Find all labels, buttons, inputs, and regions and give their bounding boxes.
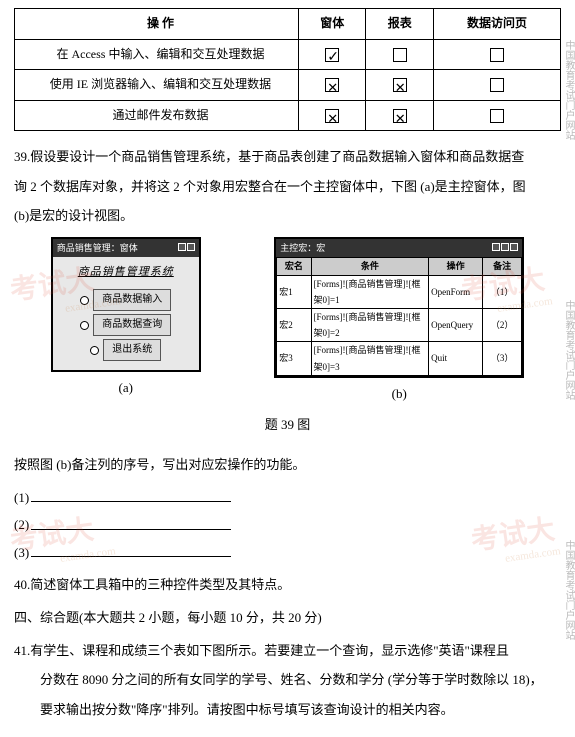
figb-titlebar-text: 主控宏：宏 [280,240,325,256]
macro-cell: （2） [483,309,522,342]
q41-line1: 有学生、课程和成绩三个表如下图所示。若要建立一个查询，显示选修"英语"课程且 [30,643,509,658]
table-header-row: 操 作 窗体 报表 数据访问页 [15,9,561,40]
table-cell-op: 使用 IE 浏览器输入、编辑和交互处理数据 [15,70,299,101]
macro-cell: OpenForm [429,275,483,308]
macro-cell: [Forms]![商品销售管理]![框架0]=1 [311,275,429,308]
q41-line2: 分数在 8090 分之间的所有女同学的学号、姓名、分数和学分 (学分等于学时数除… [40,666,561,693]
radio-icon [80,321,89,330]
macro-cell: （1） [483,275,522,308]
figa-btn3: 退出系统 [103,339,161,361]
figure-a: 商品销售管理：窗体 商品销售管理系统 商品数据输入 商品数据查询 退出系统 (a… [51,237,201,399]
window-buttons-icon [177,240,195,256]
table-header-form: 窗体 [298,9,366,40]
macro-h-act: 操作 [429,258,483,275]
q39-text1: 假设要设计一个商品销售管理系统，基于商品表创建了商品数据输入窗体和商品数据查 [30,149,524,164]
q39-prompt: 按照图 (b)备注列的序号，写出对应宏操作的功能。 [14,451,561,478]
figa-heading: 商品销售管理系统 [59,263,193,283]
macro-table: 宏名 条件 操作 备注 宏1 [Forms]![商品销售管理]![框架0]=1 … [276,257,522,375]
figa-titlebar-text: 商品销售管理：窗体 [57,240,138,256]
checkbox-empty-icon [490,109,504,123]
macro-cell: 宏1 [277,275,311,308]
blank-label-1: (1) [14,490,29,505]
checkbox-empty-icon [490,48,504,62]
checkbox-no-icon [325,78,339,92]
figure-b: 主控宏：宏 宏名 条件 操作 备注 宏1 [Forms]![商品销售管理]![框… [274,237,524,405]
table-row: 通过邮件发布数据 [15,100,561,131]
answer-blank[interactable] [31,484,231,502]
side-marking-1: 中国教育考试门户网站 [559,40,575,140]
q41-line3: 要求输出按分数"降序"排列。请按图中标号填写该查询设计的相关内容。 [40,696,561,723]
figa-btn2: 商品数据查询 [93,314,171,336]
macro-cell: Quit [429,342,483,375]
comparison-table: 操 作 窗体 报表 数据访问页 在 Access 中输入、编辑和交互处理数据 使… [14,8,561,131]
q40-paragraph: 40.简述窗体工具箱中的三种控件类型及其特点。 [14,571,561,598]
figure-title: 题 39 图 [14,413,561,436]
figb-titlebar: 主控宏：宏 [276,239,522,257]
table-row: 在 Access 中输入、编辑和交互处理数据 [15,39,561,70]
figb-label: (b) [274,382,524,405]
macro-h-note: 备注 [483,258,522,275]
checkbox-empty-icon [393,48,407,62]
macro-h-cond: 条件 [311,258,429,275]
window-buttons-icon [491,240,518,256]
side-marking-2: 中国教育考试门户网站 [559,300,575,400]
macro-row: 宏1 [Forms]![商品销售管理]![框架0]=1 OpenForm （1） [277,275,522,308]
checkbox-no-icon [325,109,339,123]
table-header-report: 报表 [366,9,434,40]
checkbox-no-icon [393,109,407,123]
table-cell-op: 在 Access 中输入、编辑和交互处理数据 [15,39,299,70]
macro-h-name: 宏名 [277,258,311,275]
figb-window: 主控宏：宏 宏名 条件 操作 备注 宏1 [Forms]![商品销售管理]![框… [274,237,524,378]
q39-paragraph: 39.假设要设计一个商品销售管理系统，基于商品表创建了商品数据输入窗体和商品数据… [14,143,561,170]
q40-text: 简述窗体工具箱中的三种控件类型及其特点。 [30,577,290,592]
checkbox-no-icon [393,78,407,92]
q39-text2: 询 2 个数据库对象，并将这 2 个对象用宏整合在一个主控窗体中，下图 (a)是… [14,173,561,200]
answer-blank[interactable] [31,511,231,529]
table-header-op: 操 作 [15,9,299,40]
side-marking-3: 中国教育考试门户网站 [559,540,575,640]
blank-line-3: (3) [14,539,561,565]
answer-blank[interactable] [31,539,231,557]
figa-btn1: 商品数据输入 [93,289,171,311]
radio-icon [80,296,89,305]
checkbox-empty-icon [490,78,504,92]
radio-icon [90,346,99,355]
checkbox-yes-icon [325,48,339,62]
section4-heading: 四、综合题(本大题共 2 小题，每小题 10 分，共 20 分) [14,604,561,631]
q41-num: 41. [14,643,30,658]
blank-label-3: (3) [14,545,29,560]
figa-option-row: 商品数据查询 [59,314,193,336]
figa-window: 商品销售管理：窗体 商品销售管理系统 商品数据输入 商品数据查询 退出系统 [51,237,201,372]
figure-row: 商品销售管理：窗体 商品销售管理系统 商品数据输入 商品数据查询 退出系统 (a… [14,237,561,405]
macro-cell: OpenQuery [429,309,483,342]
figa-body: 商品销售管理系统 商品数据输入 商品数据查询 退出系统 [53,257,199,370]
figa-option-row: 商品数据输入 [59,289,193,311]
blank-label-2: (2) [14,518,29,533]
macro-cell: （3） [483,342,522,375]
macro-cell: 宏2 [277,309,311,342]
table-header-page: 数据访问页 [434,9,561,40]
q39-num: 39. [14,149,30,164]
figa-titlebar: 商品销售管理：窗体 [53,239,199,257]
q39-text3: (b)是宏的设计视图。 [14,202,561,229]
macro-row: 宏2 [Forms]![商品销售管理]![框架0]=2 OpenQuery （2… [277,309,522,342]
figa-label: (a) [51,376,201,399]
macro-cell: [Forms]![商品销售管理]![框架0]=3 [311,342,429,375]
q41-paragraph: 41.有学生、课程和成绩三个表如下图所示。若要建立一个查询，显示选修"英语"课程… [14,637,561,664]
blank-line-2: (2) [14,511,561,537]
macro-header-row: 宏名 条件 操作 备注 [277,258,522,275]
table-cell-op: 通过邮件发布数据 [15,100,299,131]
table-row: 使用 IE 浏览器输入、编辑和交互处理数据 [15,70,561,101]
macro-cell: [Forms]![商品销售管理]![框架0]=2 [311,309,429,342]
macro-row: 宏3 [Forms]![商品销售管理]![框架0]=3 Quit （3） [277,342,522,375]
macro-cell: 宏3 [277,342,311,375]
blank-line-1: (1) [14,484,561,510]
figa-option-row: 退出系统 [59,339,193,361]
q40-num: 40. [14,577,30,592]
